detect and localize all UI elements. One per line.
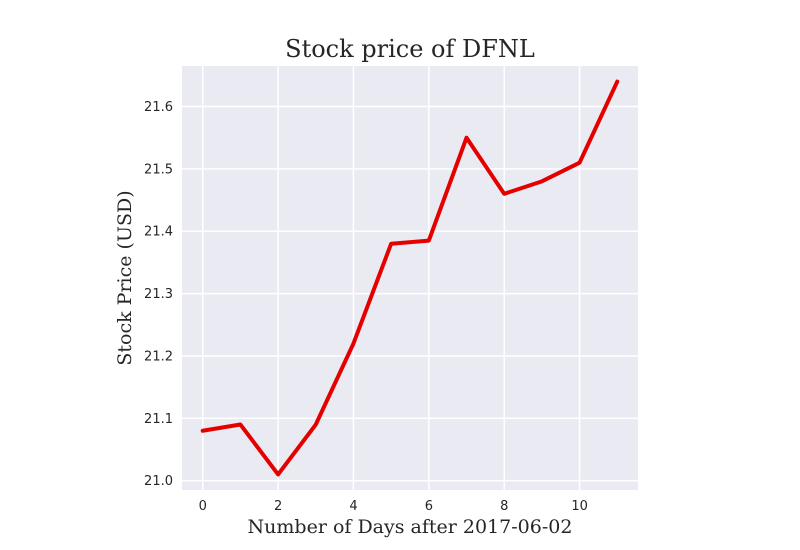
x-tick-label: 10 [571, 499, 588, 514]
x-tick-label: 8 [500, 499, 508, 514]
y-tick-label: 21.3 [144, 287, 173, 302]
y-tick-label: 21.5 [144, 162, 173, 177]
y-axis-label: Stock Price (USD) [114, 190, 136, 365]
y-tick-label: 21.0 [144, 474, 173, 489]
y-tick-label: 21.4 [144, 225, 173, 240]
x-tick-label: 4 [349, 499, 357, 514]
x-axis-label: Number of Days after 2017-06-02 [248, 516, 573, 538]
y-tick-label: 21.2 [144, 349, 173, 364]
plot-area [182, 66, 638, 490]
series-layer [200, 79, 620, 477]
y-gridlines [182, 105, 638, 482]
x-tick-labels: 0 2 4 6 8 10 [199, 499, 588, 514]
chart-title: Stock price of DFNL [285, 35, 535, 63]
x-tick-label: 6 [425, 499, 433, 514]
y-tick-labels: 21.0 21.1 21.2 21.3 21.4 21.5 21.6 [144, 100, 173, 489]
x-tick-label: 2 [274, 499, 282, 514]
x-tick-label: 0 [199, 499, 207, 514]
y-tick-label: 21.6 [144, 100, 173, 115]
series-line [200, 79, 620, 477]
y-tick-label: 21.1 [144, 412, 173, 427]
x-gridlines [201, 66, 581, 490]
